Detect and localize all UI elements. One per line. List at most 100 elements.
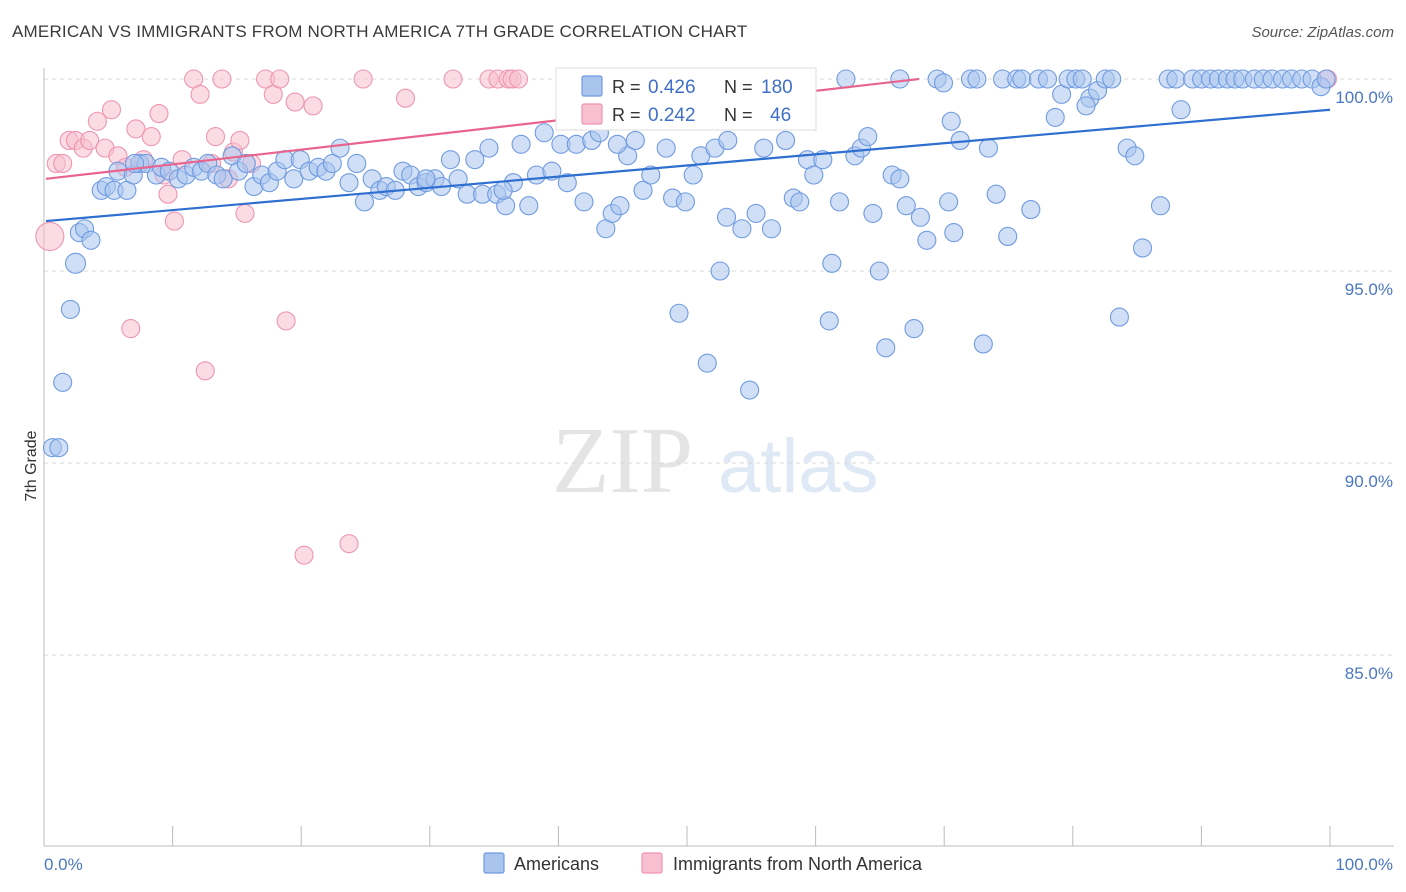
data-point	[416, 169, 436, 189]
data-point	[917, 230, 937, 250]
data-point	[53, 153, 73, 174]
data-point	[1076, 96, 1096, 116]
data-point	[1102, 69, 1122, 89]
legend-label-americans: Americans	[514, 854, 599, 874]
data-point	[493, 180, 513, 200]
data-point	[87, 111, 107, 131]
data-point	[339, 173, 359, 193]
data-point	[933, 73, 954, 93]
data-point	[294, 545, 314, 565]
data-point	[557, 173, 577, 193]
data-point	[944, 223, 964, 243]
data-point	[60, 299, 80, 319]
data-point	[890, 169, 910, 189]
tick-labels: 85.0% 90.0% 95.0% 100.0% 0.0% 100.0%	[44, 88, 1393, 874]
data-point	[81, 230, 101, 250]
data-point	[633, 180, 653, 200]
data-point	[448, 169, 468, 189]
data-point	[941, 111, 961, 131]
data-point	[740, 380, 760, 400]
data-point	[195, 361, 215, 381]
data-point	[669, 303, 689, 323]
data-point	[822, 253, 842, 273]
data-point	[276, 311, 296, 331]
data-point	[574, 192, 594, 212]
data-point	[49, 438, 69, 458]
data-point	[303, 96, 323, 116]
data-point	[213, 169, 233, 189]
data-point	[697, 353, 717, 373]
data-point	[53, 372, 73, 392]
data-point	[479, 138, 499, 158]
data-point	[896, 196, 916, 216]
data-point	[519, 196, 539, 216]
data-point	[1125, 146, 1145, 166]
data-point	[80, 130, 100, 150]
data-point	[270, 69, 290, 89]
data-point	[967, 69, 987, 89]
data-point	[158, 184, 178, 204]
data-point	[1171, 100, 1191, 120]
data-point	[149, 104, 169, 124]
legend-swatch-americans	[581, 75, 603, 97]
data-point	[35, 221, 65, 251]
data-point	[718, 130, 738, 150]
legend-swatch-americans	[483, 852, 505, 874]
data-point	[761, 219, 782, 239]
data-point	[1166, 69, 1186, 89]
data-point	[869, 261, 889, 281]
data-point	[986, 184, 1006, 204]
y-axis-label: 7th Grade	[23, 430, 40, 501]
data-point	[776, 130, 796, 150]
data-point	[330, 138, 350, 158]
data-point	[836, 69, 856, 89]
data-point	[542, 161, 562, 181]
data-point	[440, 150, 461, 170]
x-tick-label: 100.0%	[1335, 855, 1393, 874]
legend-r-value: 0.426	[648, 77, 696, 98]
y-tick-label: 100.0%	[1335, 88, 1393, 107]
data-point	[1012, 69, 1032, 89]
data-point	[890, 69, 910, 89]
data-point	[754, 138, 774, 158]
data-point	[804, 165, 824, 185]
y-tick-label: 85.0%	[1345, 664, 1393, 683]
data-point	[126, 119, 146, 139]
legend-label-immigrants: Immigrants from North America	[673, 854, 923, 874]
data-point	[347, 153, 367, 174]
data-point	[121, 319, 141, 339]
axes	[43, 68, 1394, 847]
data-point	[863, 203, 883, 223]
series-americans-points	[42, 69, 1336, 458]
data-point	[190, 84, 210, 104]
data-point	[1072, 69, 1092, 89]
y-tick-label: 90.0%	[1345, 472, 1393, 491]
data-point	[465, 150, 485, 170]
legend-n-label: N =	[724, 77, 753, 97]
data-point	[1045, 107, 1065, 127]
data-point	[1037, 69, 1058, 89]
legend-n-label: N =	[724, 105, 753, 125]
data-point	[829, 192, 850, 212]
legend-r-label: R =	[612, 105, 641, 125]
data-point	[819, 311, 839, 331]
data-point	[1150, 196, 1171, 216]
data-point	[732, 219, 752, 239]
data-point	[64, 252, 87, 274]
source-credit: Source: ZipAtlas.com	[1251, 24, 1394, 41]
legend-n-value: 46	[770, 105, 791, 126]
data-point	[354, 192, 374, 212]
data-point	[641, 165, 661, 185]
data-point	[973, 334, 993, 354]
data-point	[904, 319, 924, 339]
data-point	[395, 88, 416, 108]
data-point	[1316, 69, 1336, 89]
legend-r-label: R =	[612, 77, 641, 97]
data-point	[339, 534, 359, 554]
data-point	[683, 165, 703, 185]
data-point	[236, 153, 256, 174]
data-point	[511, 134, 531, 154]
data-point	[746, 203, 766, 223]
data-point	[625, 130, 645, 150]
